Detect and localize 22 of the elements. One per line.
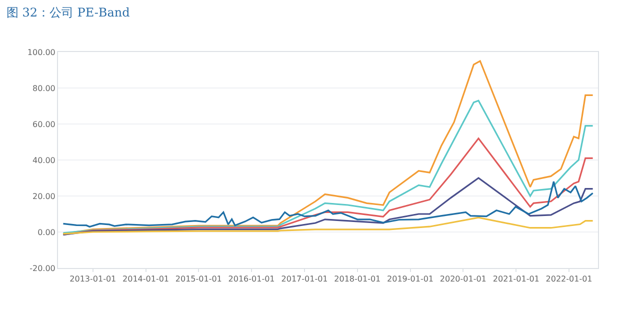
y-tick-label: -20.00 xyxy=(30,264,56,273)
y-tick-label: 60.00 xyxy=(32,120,56,129)
y-tick-label: 40.00 xyxy=(32,156,56,165)
line-series xyxy=(62,180,594,228)
y-tick-label: 100.00 xyxy=(27,48,56,57)
x-tick-label: 2017-01-01 xyxy=(281,274,328,284)
x-tick-label: 2016-01-01 xyxy=(228,274,275,284)
x-tick-label: 2013-01-01 xyxy=(70,274,116,284)
y-tick-label: 0.00 xyxy=(38,228,56,237)
y-tick-label: 20.00 xyxy=(32,192,56,201)
x-tick-label: 2015-01-01 xyxy=(175,274,222,284)
x-tick-label: 2019-01-01 xyxy=(387,274,434,284)
line-series xyxy=(62,216,594,235)
x-tick-label: 2018-01-01 xyxy=(334,274,381,284)
line-series xyxy=(62,177,594,236)
x-tick-label: 2014-01-01 xyxy=(122,274,170,284)
line-series xyxy=(62,100,594,234)
y-tick-label: 80.00 xyxy=(32,84,56,93)
x-tick-label: 2021-01-01 xyxy=(492,274,540,284)
x-tick-label: 2022-01-01 xyxy=(546,274,592,284)
x-tick-label: 2020-01-01 xyxy=(440,274,486,284)
chart-title: 图 32：公司 PE-Band xyxy=(6,6,130,20)
